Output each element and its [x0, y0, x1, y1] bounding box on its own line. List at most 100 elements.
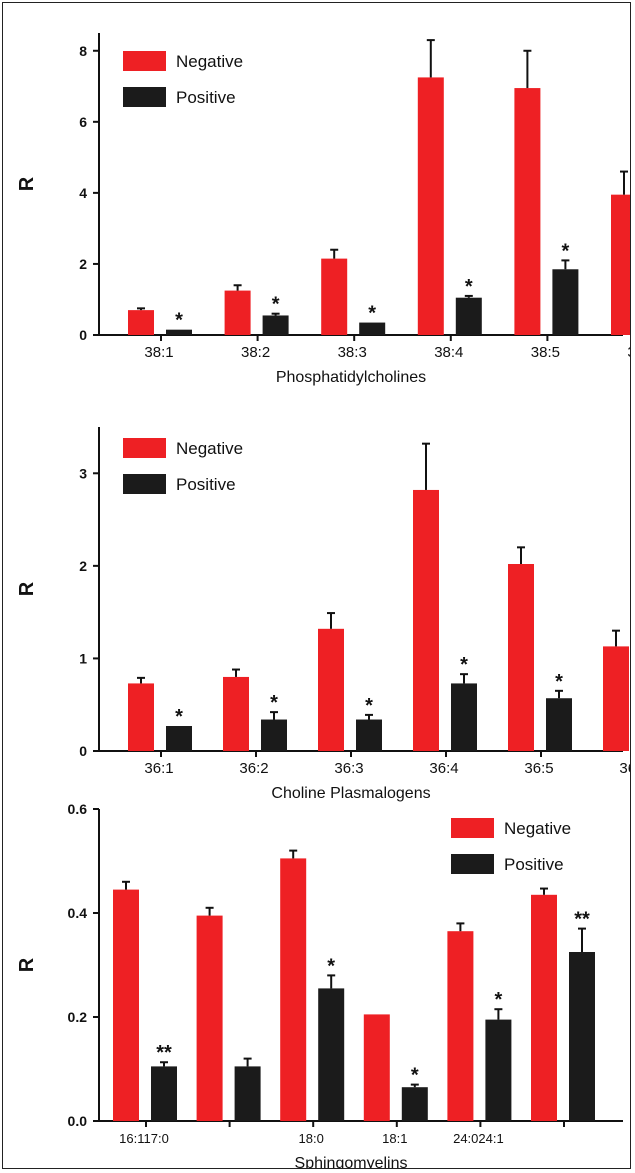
- bar-charts-figure: 02468R*38:1*38:2*38:3*38:4*38:5*38:6Phos…: [16, 33, 635, 1172]
- x-axis-title: Sphingomyelins: [295, 1155, 408, 1168]
- legend-label-negative: Negative: [504, 819, 571, 838]
- bar-negative: [128, 310, 154, 335]
- y-tick-label: 2: [79, 256, 87, 272]
- x-axis-title: Choline Plasmalogens: [271, 785, 430, 802]
- y-tick-label: 0.6: [68, 801, 88, 817]
- bar-negative: [508, 564, 534, 751]
- bar-negative: [113, 889, 139, 1121]
- bar-negative: [363, 1014, 390, 1121]
- significance-marker: *: [272, 294, 280, 316]
- y-tick-label: 0: [79, 743, 87, 759]
- legend-swatch-negative: [123, 51, 166, 71]
- chart-panel-2: 0123R*36:1*36:2*36:3*36:4*36:5*36:6Choli…: [16, 427, 635, 802]
- x-category-label: 36:3: [334, 760, 363, 777]
- x-category-label: 36:2: [239, 760, 268, 777]
- bar-negative: [611, 194, 635, 335]
- bar-positive: [569, 952, 595, 1121]
- bar-negative: [318, 628, 344, 751]
- y-axis-label: R: [16, 957, 38, 972]
- x-category-label: 36:1: [144, 760, 173, 777]
- y-tick-label: 4: [79, 185, 87, 201]
- legend-label-positive: Positive: [176, 88, 236, 107]
- legend-swatch-negative: [123, 438, 166, 458]
- x-category-label: 36:5: [524, 760, 553, 777]
- x-category-label: 38:1: [144, 344, 173, 361]
- x-category-label: 18:1: [382, 1131, 407, 1146]
- chart-panel-3: 0.0 0.2 0.4 0.6 R ** 16:117:0 * 18:0 * 18:1 * 24:024…: [16, 801, 623, 1172]
- x-category-label: 18:0: [299, 1131, 324, 1146]
- bar-negative: [223, 676, 249, 751]
- bar-positive: [485, 1019, 512, 1121]
- y-axis-label: R: [16, 176, 38, 191]
- significance-marker: *: [495, 989, 503, 1011]
- x-category-label: 38:2: [241, 344, 270, 361]
- significance-marker: *: [270, 692, 278, 714]
- bar-positive: [552, 269, 579, 335]
- y-tick-label: 0.0: [68, 1113, 88, 1129]
- x-category-label: 16:117:0: [119, 1131, 169, 1146]
- chart-panel-1: 02468R*38:1*38:2*38:3*38:4*38:5*38:6Phos…: [16, 33, 635, 386]
- x-category-label: 38:4: [434, 344, 463, 361]
- bar-positive: [261, 719, 287, 751]
- y-tick-label: 6: [79, 114, 87, 130]
- legend-swatch-positive: [451, 854, 494, 874]
- legend-swatch-negative: [451, 818, 494, 838]
- y-axis-label: R: [16, 581, 38, 596]
- y-tick-label: 8: [79, 43, 87, 59]
- bar-positive: [166, 329, 192, 335]
- bar-positive: [234, 1066, 261, 1121]
- legend-label-positive: Positive: [176, 475, 236, 494]
- bar-negative: [321, 258, 348, 335]
- x-category-label: 38:3: [338, 344, 367, 361]
- bar-positive: [451, 683, 477, 751]
- legend-swatch-positive: [123, 474, 166, 494]
- legend: Negative Positive: [451, 818, 571, 874]
- bar-positive: [546, 698, 572, 751]
- significance-marker: *: [327, 955, 335, 977]
- y-tick-label: 2: [79, 558, 87, 574]
- bar-negative: [128, 683, 154, 751]
- significance-marker: *: [368, 303, 376, 325]
- bar-positive: [262, 315, 289, 335]
- bar-negative: [196, 915, 223, 1121]
- y-tick-label: 0.4: [68, 905, 88, 921]
- bar-negative: [531, 894, 557, 1121]
- x-category-label: 38:5: [531, 344, 560, 361]
- significance-marker: *: [175, 310, 183, 332]
- bar-positive: [318, 988, 345, 1121]
- x-category-label: 36:4: [429, 760, 458, 777]
- legend: Negative Positive: [123, 438, 243, 494]
- bar-positive: [455, 297, 482, 335]
- bar-negative: [514, 88, 541, 335]
- legend-label-negative: Negative: [176, 439, 243, 458]
- legend-label-positive: Positive: [504, 855, 564, 874]
- significance-marker: *: [465, 276, 473, 298]
- bar-negative: [280, 858, 307, 1121]
- significance-marker: **: [574, 909, 590, 931]
- x-category-label: 36:6: [619, 760, 630, 777]
- bar-positive: [151, 1066, 177, 1121]
- bar-positive: [356, 719, 382, 751]
- x-category-label: 24:024:1: [453, 1131, 504, 1146]
- bar-negative: [224, 290, 251, 335]
- y-tick-label: 3: [79, 465, 87, 481]
- significance-marker: *: [175, 706, 183, 728]
- legend: Negative Positive: [123, 51, 243, 107]
- y-tick-label: 1: [79, 650, 87, 666]
- legend-swatch-positive: [123, 87, 166, 107]
- y-tick-label: 0: [79, 327, 87, 343]
- legend-label-negative: Negative: [176, 52, 243, 71]
- y-tick-label: 0.2: [68, 1009, 88, 1025]
- bar-positive: [166, 726, 192, 751]
- bar-positive: [359, 322, 386, 335]
- bar-positive: [401, 1087, 428, 1121]
- x-category-label: 38:6: [627, 344, 630, 361]
- bar-negative: [413, 489, 439, 751]
- bar-negative: [447, 931, 474, 1121]
- significance-marker: **: [156, 1042, 172, 1064]
- x-axis-title: Phosphatidylcholines: [276, 369, 426, 386]
- significance-marker: *: [555, 671, 563, 693]
- significance-marker: *: [460, 654, 468, 676]
- significance-marker: *: [411, 1065, 419, 1087]
